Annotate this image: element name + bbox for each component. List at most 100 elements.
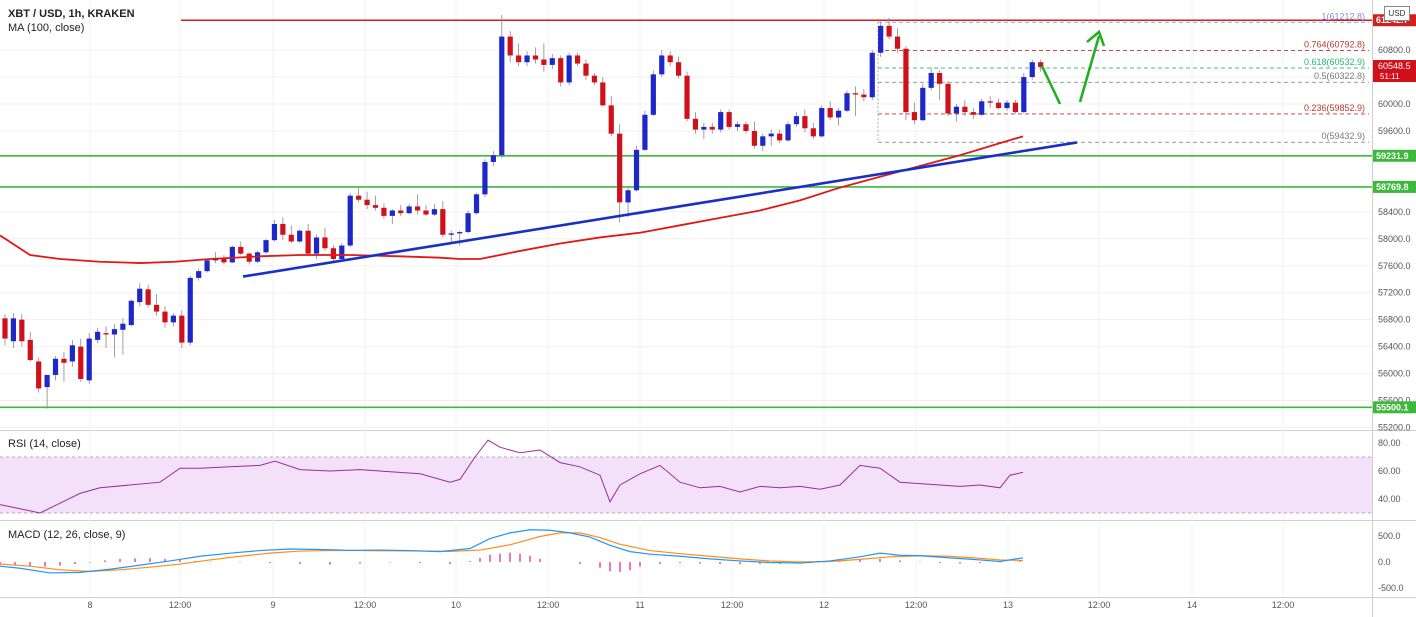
bull-candle bbox=[389, 210, 395, 216]
rsi-band bbox=[0, 457, 1372, 513]
bear-candle bbox=[558, 58, 564, 83]
bear-candle bbox=[726, 112, 732, 127]
bull-candle bbox=[1029, 62, 1035, 78]
bull-candle bbox=[549, 58, 555, 65]
bull-candle bbox=[642, 114, 648, 150]
bear-candle bbox=[322, 237, 328, 249]
bull-candle bbox=[878, 25, 884, 53]
price-tick-label: 56400.0 bbox=[1378, 342, 1411, 352]
bull-candle bbox=[44, 374, 50, 388]
price-tick-label: 59600.0 bbox=[1378, 126, 1411, 136]
price-tick-label: 56800.0 bbox=[1378, 315, 1411, 325]
price-tick-label: 56000.0 bbox=[1378, 369, 1411, 379]
bear-candle bbox=[36, 361, 42, 389]
fib-level-label: 0.5(60322.8) bbox=[1314, 71, 1365, 81]
bull-candle bbox=[111, 329, 118, 335]
bear-candle bbox=[894, 36, 901, 49]
fib-level-label: 0.618(60532.9) bbox=[1304, 57, 1365, 67]
bear-candle bbox=[574, 55, 581, 64]
time-tick-label: 9 bbox=[270, 600, 275, 610]
bear-candle bbox=[617, 133, 623, 203]
bear-candle bbox=[1012, 102, 1018, 113]
bear-candle bbox=[591, 75, 597, 83]
bear-candle bbox=[810, 128, 816, 137]
bull-candle bbox=[633, 149, 640, 191]
bear-candle bbox=[364, 199, 370, 206]
bull-candle bbox=[701, 126, 707, 130]
bear-candle bbox=[1038, 62, 1044, 67]
bull-candle bbox=[718, 112, 724, 130]
support-price-label: 59231.9 bbox=[1376, 151, 1409, 161]
bull-candle bbox=[212, 259, 219, 261]
bull-candle bbox=[920, 87, 926, 121]
bull-candle bbox=[760, 136, 766, 146]
bull-candle bbox=[263, 240, 269, 253]
time-tick-label: 12:00 bbox=[905, 600, 928, 610]
bear-candle bbox=[676, 62, 682, 76]
bear-candle bbox=[78, 346, 84, 379]
bull-candle bbox=[566, 55, 572, 83]
bull-candle bbox=[844, 93, 850, 111]
price-tick-label: 58400.0 bbox=[1378, 207, 1411, 217]
currency-badge[interactable]: USD bbox=[1384, 6, 1410, 21]
bear-candle bbox=[995, 102, 1002, 109]
projection-down-stroke bbox=[1040, 65, 1062, 105]
ma-100-line bbox=[0, 135, 1024, 264]
rsi-legend: RSI (14, close) bbox=[8, 438, 81, 450]
bear-candle bbox=[238, 246, 244, 254]
bull-candle bbox=[137, 288, 143, 303]
price-tick-label: 60800.0 bbox=[1378, 45, 1411, 55]
bull-candle bbox=[625, 190, 631, 203]
bull-candle bbox=[406, 206, 412, 214]
bear-candle bbox=[541, 59, 547, 65]
fib-level-label: 0.236(59852.9) bbox=[1304, 103, 1365, 113]
bear-candle bbox=[532, 55, 539, 60]
bear-candle bbox=[852, 93, 859, 95]
bull-candle bbox=[69, 345, 75, 362]
bull-candle bbox=[473, 194, 480, 214]
macd-tick-label: 0.0 bbox=[1378, 557, 1391, 567]
bear-candle bbox=[743, 124, 749, 131]
bear-candle bbox=[2, 318, 8, 339]
bull-candle bbox=[499, 36, 505, 156]
bull-candle bbox=[313, 237, 320, 254]
bear-candle bbox=[145, 289, 151, 305]
candle-countdown: 51:11 bbox=[1380, 72, 1400, 81]
bear-candle bbox=[911, 112, 917, 121]
rsi-tick-label: 60.00 bbox=[1378, 466, 1401, 476]
bull-candle bbox=[10, 318, 17, 342]
bull-candle bbox=[1004, 102, 1010, 109]
bull-candle bbox=[793, 116, 800, 125]
bear-candle bbox=[751, 130, 757, 146]
bear-candle bbox=[970, 112, 976, 115]
bull-candle bbox=[482, 161, 488, 195]
time-tick-label: 13 bbox=[1003, 600, 1013, 610]
bear-candle bbox=[61, 358, 67, 363]
time-tick-label: 14 bbox=[1187, 600, 1197, 610]
fib-level-label: 0.764(60792.8) bbox=[1304, 40, 1365, 50]
rsi-tick-label: 80.00 bbox=[1378, 438, 1401, 448]
bear-candle bbox=[516, 55, 522, 63]
support-price-tag bbox=[1373, 401, 1416, 414]
bull-candle bbox=[650, 74, 656, 115]
bear-candle bbox=[381, 207, 387, 216]
bear-candle bbox=[221, 259, 227, 263]
time-tick-label: 12:00 bbox=[169, 600, 192, 610]
bear-candle bbox=[27, 339, 33, 361]
support-price-tag bbox=[1373, 149, 1416, 162]
bear-candle bbox=[414, 206, 421, 211]
time-tick-label: 12:00 bbox=[721, 600, 744, 610]
bull-candle bbox=[734, 124, 741, 127]
price-tick-label: 55600.0 bbox=[1378, 396, 1411, 406]
bear-candle bbox=[987, 101, 993, 103]
time-tick-label: 12:00 bbox=[1088, 600, 1111, 610]
bear-candle bbox=[937, 72, 943, 84]
bull-candle bbox=[659, 55, 665, 75]
bull-candle bbox=[196, 271, 202, 278]
price-tick-label: 60000.0 bbox=[1378, 99, 1411, 109]
bull-candle bbox=[170, 315, 176, 323]
rsi-tick-label: 40.00 bbox=[1378, 494, 1401, 504]
bear-candle bbox=[827, 108, 833, 118]
bull-candle bbox=[869, 52, 875, 98]
